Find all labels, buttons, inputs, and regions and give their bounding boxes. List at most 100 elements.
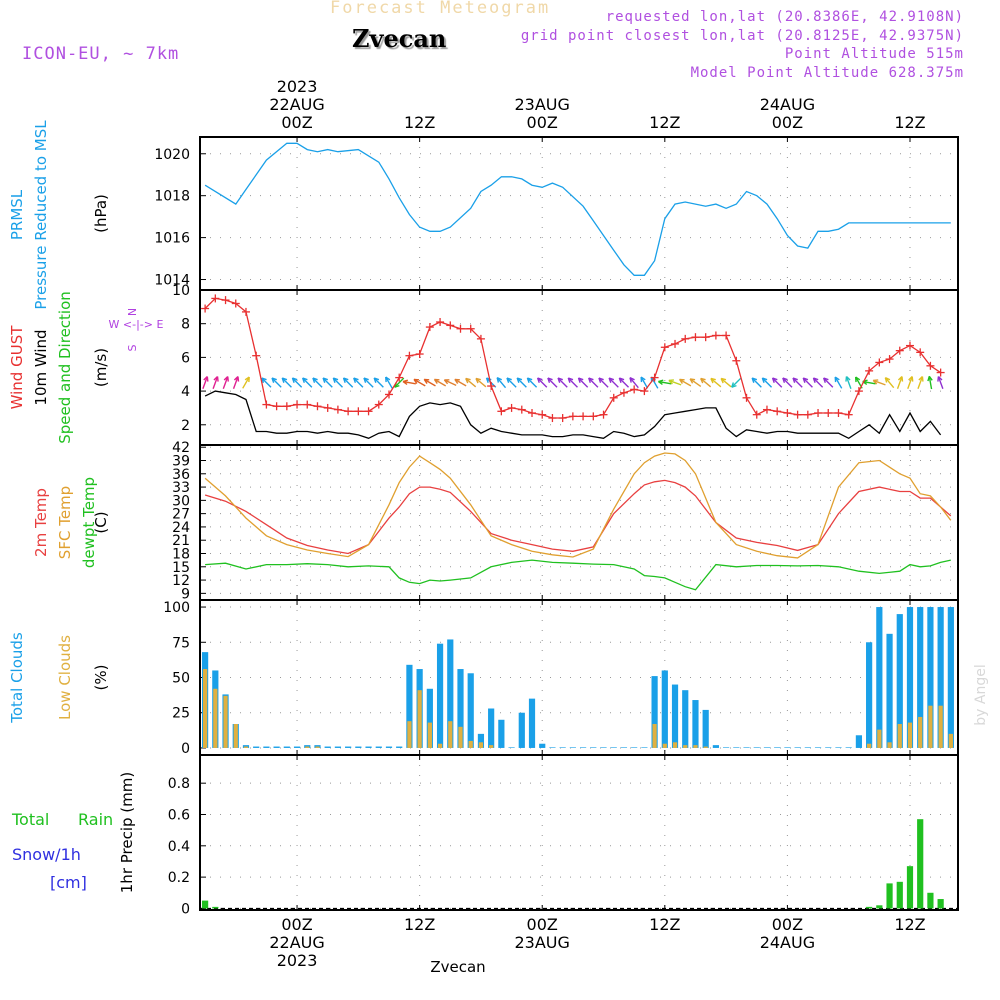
- gust-line: [204, 297, 941, 419]
- total-cloud-bar: [396, 746, 403, 748]
- low-cloud-bar: [693, 745, 698, 748]
- y-tick-label: 2: [181, 418, 190, 434]
- wind-arrow-head: [751, 377, 758, 381]
- low-cloud-bar: [427, 722, 432, 748]
- gust-marker: [814, 408, 823, 417]
- low-cloud-bar: [887, 742, 892, 748]
- wind-arrow-head: [363, 377, 369, 381]
- wind-arrow-shaft: [761, 377, 773, 388]
- wind-arrow-shaft: [872, 379, 886, 386]
- wind-arrow-head: [271, 377, 277, 381]
- legend-label: SFC Temp: [56, 486, 74, 559]
- panel-frame: [199, 289, 959, 446]
- wind-arrow: [454, 378, 467, 387]
- wind-arrow: [423, 378, 436, 387]
- wind-arrow: [731, 377, 742, 388]
- wind-arrow-head: [845, 376, 851, 381]
- gust-marker: [875, 358, 884, 367]
- y-tick-label: 10: [172, 283, 190, 299]
- total-cloud-bar: [814, 747, 822, 748]
- wind-arrow-shaft: [465, 377, 477, 388]
- wind-arrow-shaft: [363, 377, 374, 388]
- wind-arrow-shaft: [802, 377, 813, 388]
- low-cloud-bar: [213, 688, 218, 748]
- gust-marker: [803, 410, 812, 419]
- gust-marker: [282, 402, 291, 411]
- wind-arrow: [271, 377, 282, 388]
- legend-label: Speed and Direction: [56, 291, 74, 444]
- wind-arrow-shaft: [751, 377, 762, 388]
- wind-arrow-shaft: [907, 376, 913, 390]
- wind-arrow-head: [700, 377, 706, 381]
- wind-arrow: [385, 376, 393, 389]
- total-cloud-bar: [876, 607, 883, 748]
- legend-label: PRMSL: [8, 189, 26, 240]
- wind-arrow-shaft: [506, 377, 517, 388]
- gust-marker: [722, 331, 731, 340]
- gust-marker: [405, 351, 414, 360]
- wind-arrow: [322, 377, 333, 388]
- wind-arrow: [302, 377, 313, 388]
- wind-arrow: [761, 377, 773, 388]
- compass-south: S: [126, 344, 139, 351]
- axis-label: (hPa): [92, 194, 110, 233]
- gust-marker: [660, 343, 669, 352]
- y-tick-label: 9: [181, 586, 190, 602]
- total-cloud-bar: [539, 743, 546, 748]
- low-cloud-bar: [448, 721, 453, 748]
- wind-arrow-head: [710, 377, 716, 381]
- wind-arrow: [689, 378, 702, 387]
- legend-label: Low Clouds: [56, 635, 74, 720]
- gust-marker: [528, 408, 537, 417]
- wind-arrow-head: [516, 377, 523, 381]
- wind-arrow-shaft: [567, 377, 578, 388]
- wind-arrow-shaft: [823, 377, 834, 388]
- wind-arrow-shaft: [557, 377, 568, 388]
- low-cloud-bar: [243, 746, 249, 748]
- model-label: ICON-EU, ~ 7km: [22, 44, 180, 64]
- wind-arrow-shaft: [373, 377, 384, 388]
- watermark: by Angel: [973, 664, 989, 725]
- panel-precipitation: 0 0.2 0.4 0.6 0.8 1hr Precip (mm) Total Rain Sno…: [11, 754, 959, 917]
- wind-arrow: [443, 379, 457, 387]
- wind-arrow-shaft: [261, 377, 272, 388]
- total-cloud-bar: [835, 747, 842, 748]
- gust-marker: [272, 402, 281, 411]
- low-cloud-bar: [233, 724, 238, 748]
- wind-arrow-head: [619, 377, 625, 381]
- gust-marker: [905, 341, 914, 350]
- time-label-bottom: 22AUG: [269, 933, 324, 952]
- total-cloud-bar: [651, 676, 658, 748]
- gust-marker: [211, 294, 220, 303]
- gust-marker: [732, 356, 741, 365]
- wind-arrow: [496, 377, 507, 389]
- time-label-top: 2023: [277, 77, 318, 96]
- gust-marker: [231, 299, 240, 308]
- legend-total-rain: Total: [11, 810, 49, 829]
- gust-marker: [630, 385, 639, 394]
- wind-arrow: [668, 379, 682, 386]
- gust-marker: [252, 351, 261, 360]
- rain-bar: [876, 905, 883, 909]
- wind-arrow-shaft: [720, 377, 732, 388]
- wind-arrow: [927, 375, 933, 390]
- low-cloud-bar: [683, 745, 688, 748]
- total-cloud-bar: [242, 745, 250, 748]
- wind-arrow-shaft: [608, 377, 619, 388]
- wind-arrow-shaft: [423, 378, 436, 387]
- low-cloud-bar: [877, 729, 882, 748]
- wind-arrow: [720, 377, 732, 388]
- total-cloud-bar: [253, 746, 260, 748]
- gust-marker: [865, 366, 874, 375]
- wind-arrow-head: [333, 377, 339, 381]
- gust-marker: [466, 324, 475, 333]
- wind-arrow-shaft: [343, 377, 354, 388]
- total-cloud-bar: [569, 747, 576, 748]
- y-tick-label: 18: [172, 547, 190, 563]
- rain-bar: [212, 906, 219, 909]
- legend-label: Pressure Reduced to MSL: [32, 120, 50, 310]
- gust-marker: [783, 408, 792, 417]
- wind-arrow: [658, 379, 672, 386]
- wind-arrow: [618, 377, 630, 388]
